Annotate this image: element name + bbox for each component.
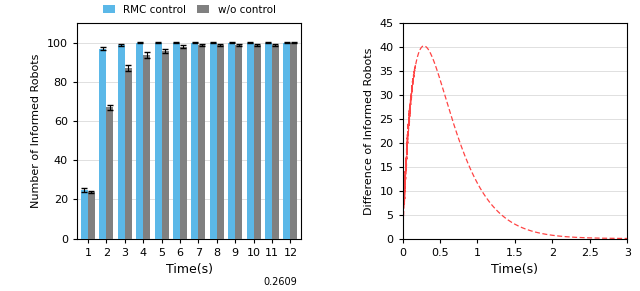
Bar bbox=[161, 51, 168, 239]
Bar bbox=[210, 43, 217, 239]
X-axis label: Time(s): Time(s) bbox=[166, 263, 212, 276]
X-axis label: Time(s): Time(s) bbox=[492, 263, 538, 276]
Bar bbox=[217, 45, 224, 239]
Y-axis label: Number of Informed Robots: Number of Informed Robots bbox=[31, 54, 41, 208]
Bar bbox=[81, 190, 88, 239]
Bar bbox=[253, 45, 260, 239]
Bar bbox=[154, 43, 161, 239]
Bar bbox=[106, 107, 113, 239]
Bar bbox=[136, 43, 143, 239]
Bar bbox=[246, 43, 253, 239]
Bar bbox=[198, 45, 205, 239]
Bar bbox=[191, 43, 198, 239]
Bar bbox=[125, 68, 132, 239]
Bar bbox=[118, 45, 125, 239]
Bar bbox=[235, 45, 242, 239]
Text: 0.2609: 0.2609 bbox=[263, 277, 297, 288]
Bar bbox=[99, 49, 106, 239]
Bar bbox=[88, 192, 95, 239]
Bar bbox=[284, 43, 291, 239]
Bar bbox=[291, 43, 298, 239]
Bar bbox=[228, 43, 235, 239]
Bar bbox=[180, 47, 187, 239]
Bar bbox=[272, 45, 279, 239]
Legend: RMC control, w/o control: RMC control, w/o control bbox=[99, 1, 280, 19]
Bar bbox=[173, 43, 180, 239]
Y-axis label: Difference of Informed Robots: Difference of Informed Robots bbox=[364, 47, 374, 215]
Bar bbox=[265, 43, 272, 239]
Bar bbox=[143, 55, 150, 239]
